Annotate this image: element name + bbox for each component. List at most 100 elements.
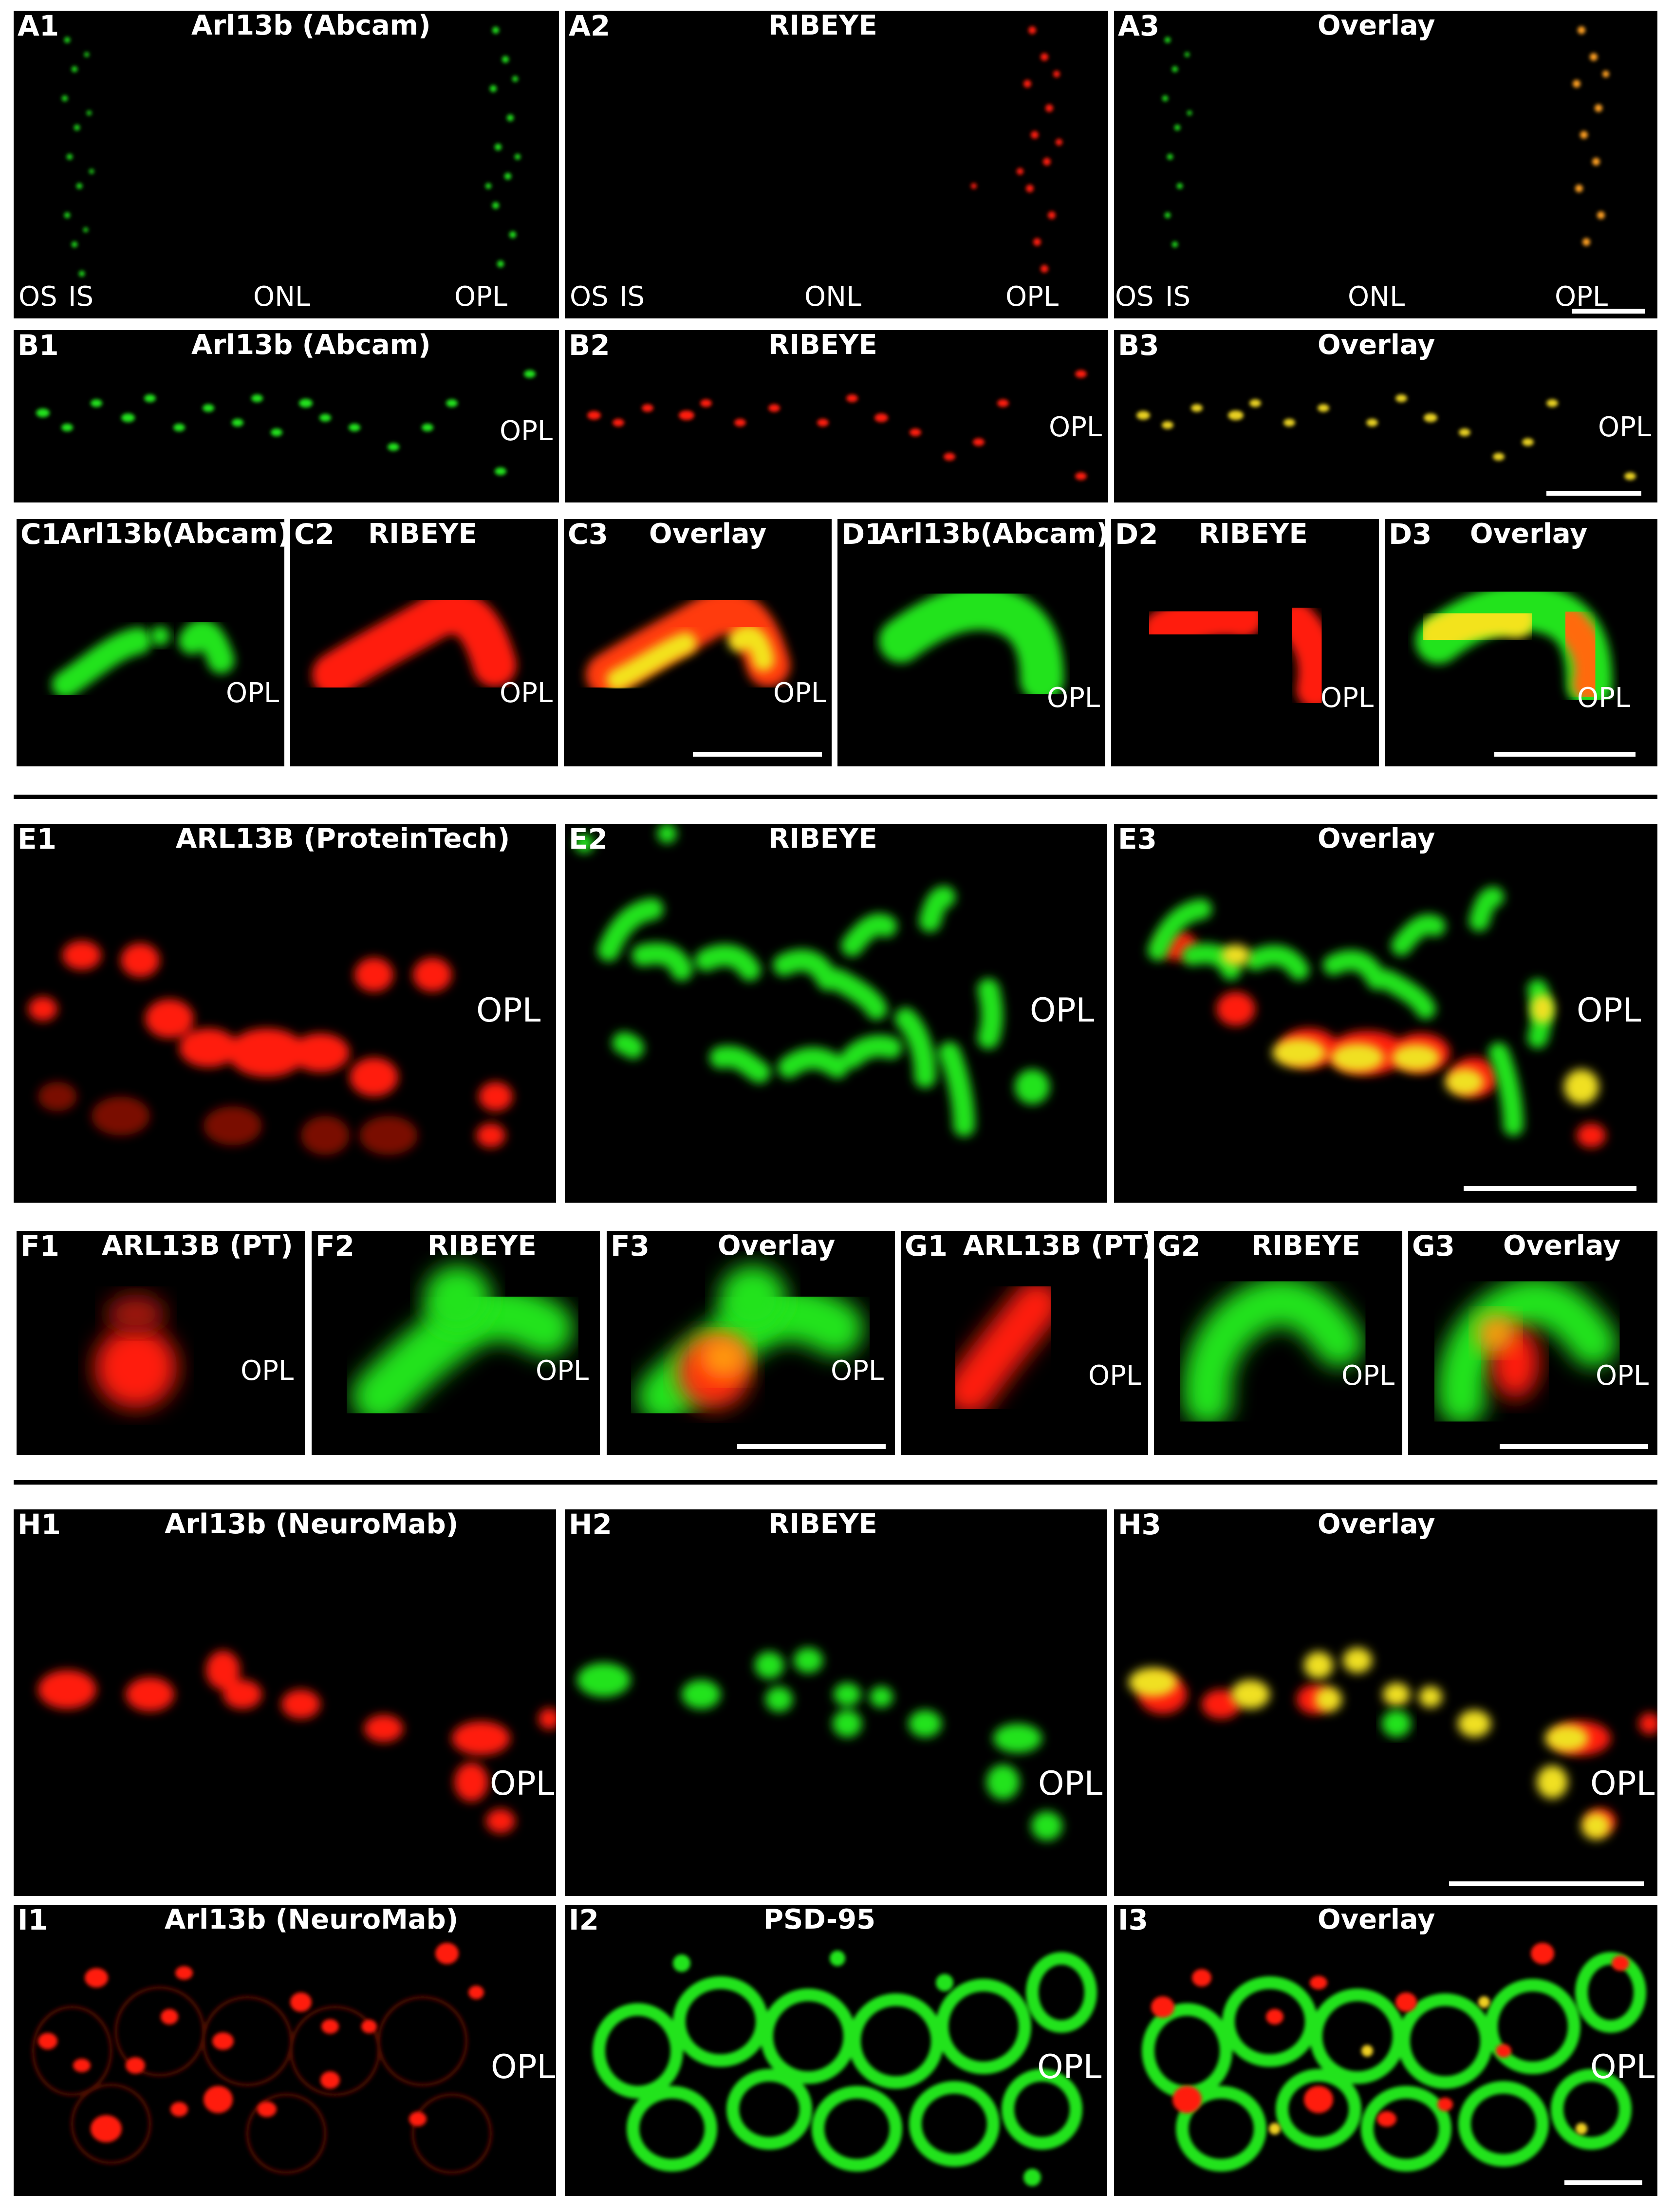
region-label-opl: OPL bbox=[1049, 411, 1102, 443]
region-label-opl: OPL bbox=[1341, 1360, 1395, 1392]
micrograph-h1 bbox=[38, 1651, 556, 1833]
panel-b2: B2 RIBEYE OPL bbox=[565, 330, 1108, 502]
micrograph-b2 bbox=[587, 370, 1087, 480]
panel-h2: H2 RIBEYE OPL bbox=[565, 1509, 1107, 1896]
micrograph-g2 bbox=[1182, 1277, 1363, 1426]
micrograph-b3 bbox=[1136, 394, 1636, 480]
section-divider bbox=[14, 795, 1657, 799]
panel-e2: E2 RIBEYE OPL bbox=[565, 824, 1107, 1203]
region-label-opl: OPL bbox=[1320, 682, 1374, 714]
panel-title: Overlay bbox=[1318, 1509, 1435, 1540]
micrograph-a3 bbox=[1162, 26, 1609, 247]
region-label-opl: OPL bbox=[1038, 1765, 1103, 1803]
region-label-opl: OPL bbox=[536, 1355, 589, 1387]
region-label-is: IS bbox=[619, 281, 645, 313]
region-label-opl: OPL bbox=[1555, 281, 1608, 313]
panel-title: Arl13b (NeuroMab) bbox=[165, 1509, 459, 1540]
micrograph-g3 bbox=[1436, 1277, 1617, 1426]
region-label-onl: ONL bbox=[253, 281, 311, 313]
panel-title: RIBEYE bbox=[768, 11, 877, 41]
panel-title: RIBEYE bbox=[1199, 519, 1308, 550]
panel-label: C2 bbox=[294, 519, 335, 551]
panel-label: A2 bbox=[569, 11, 611, 42]
panel-label: H3 bbox=[1118, 1509, 1161, 1541]
panel-title: Arl13b (NeuroMab) bbox=[165, 1905, 459, 1935]
panel-label: I3 bbox=[1118, 1905, 1148, 1936]
region-label-opl: OPL bbox=[1005, 281, 1059, 313]
micrograph-a2 bbox=[971, 26, 1062, 273]
micrograph-i2 bbox=[593, 1951, 1097, 2186]
region-label-opl: OPL bbox=[454, 281, 508, 313]
scale-bar bbox=[1500, 1444, 1648, 1449]
micrograph-d2 bbox=[1143, 593, 1337, 709]
panel-label: F1 bbox=[20, 1231, 59, 1263]
micrograph-d3 bbox=[1415, 584, 1613, 708]
panel-label: C3 bbox=[568, 519, 608, 551]
region-label-is: IS bbox=[1165, 281, 1191, 313]
micrograph-g1 bbox=[945, 1280, 1061, 1416]
region-label-opl: OPL bbox=[1088, 1360, 1142, 1392]
section-divider bbox=[14, 1480, 1657, 1485]
region-label-opl: OPL bbox=[500, 677, 553, 709]
micrograph-i1 bbox=[32, 1943, 492, 2174]
region-label-onl: ONL bbox=[804, 281, 862, 313]
panel-title: Overlay bbox=[718, 1231, 836, 1262]
panel-f2: F2 RIBEYE OPL bbox=[312, 1231, 600, 1455]
scale-bar bbox=[1494, 752, 1636, 757]
micrograph-a1 bbox=[62, 27, 520, 277]
panel-label: B3 bbox=[1118, 330, 1159, 362]
region-label-opl: OPL bbox=[1577, 682, 1631, 714]
region-label-onl: ONL bbox=[1348, 281, 1405, 313]
scale-bar bbox=[693, 752, 822, 757]
region-label-opl: OPL bbox=[490, 1765, 555, 1803]
panel-label: F2 bbox=[316, 1231, 354, 1263]
region-label-os: OS bbox=[570, 281, 609, 313]
panel-c3: C3 Overlay OPL bbox=[564, 519, 832, 766]
panel-label: C1 bbox=[20, 519, 61, 551]
micrograph-i3 bbox=[1142, 1943, 1646, 2172]
panel-title: Arl13b(Abcam) bbox=[60, 519, 284, 550]
region-label-opl: OPL bbox=[1047, 682, 1100, 714]
micrograph-c1 bbox=[52, 619, 235, 698]
scale-bar bbox=[737, 1444, 886, 1449]
panel-label: G2 bbox=[1158, 1231, 1201, 1263]
micrograph-c3 bbox=[586, 591, 790, 697]
panel-label: A3 bbox=[1118, 11, 1160, 42]
micrograph-c2 bbox=[312, 591, 517, 697]
panel-title: Arl13b(Abcam) bbox=[879, 519, 1105, 550]
micrograph-f2 bbox=[352, 1265, 574, 1425]
panel-label: B2 bbox=[569, 330, 610, 362]
panel-c1: C1 Arl13b(Abcam) OPL bbox=[17, 519, 284, 766]
micrograph-b1 bbox=[36, 370, 536, 475]
panel-i2: I2 PSD-95 OPL bbox=[565, 1905, 1107, 2196]
panel-label: B1 bbox=[18, 330, 59, 362]
scale-bar bbox=[1546, 491, 1641, 496]
panel-b3: B3 Overlay OPL bbox=[1114, 330, 1657, 502]
panel-label: I2 bbox=[569, 1905, 599, 1936]
panel-title: RIBEYE bbox=[768, 330, 877, 361]
region-label-opl: OPL bbox=[1596, 1360, 1649, 1392]
panel-title: Arl13b (Abcam) bbox=[191, 330, 431, 361]
panel-label: F3 bbox=[611, 1231, 650, 1263]
panel-label: E1 bbox=[18, 824, 56, 855]
panel-e3: E3 Overlay OPL bbox=[1114, 824, 1657, 1203]
panel-h1: H1 Arl13b (NeuroMab) OPL bbox=[14, 1509, 556, 1896]
panel-g2: G2 RIBEYE OPL bbox=[1154, 1231, 1402, 1455]
panel-c2: C2 RIBEYE OPL bbox=[290, 519, 558, 766]
panel-d2: D2 RIBEYE OPL bbox=[1111, 519, 1379, 766]
panel-title: Overlay bbox=[1503, 1231, 1621, 1262]
panel-label: I1 bbox=[18, 1905, 48, 1936]
micrograph-e3 bbox=[1148, 887, 1606, 1148]
micrograph-f3 bbox=[637, 1265, 864, 1425]
panel-a1: A1 Arl13b (Abcam) OS IS ONL OPL bbox=[14, 11, 559, 318]
panel-title: Overlay bbox=[1318, 11, 1435, 41]
micrograph-f1 bbox=[94, 1294, 177, 1409]
region-label-opl: OPL bbox=[491, 2048, 556, 2086]
region-label-is: IS bbox=[68, 281, 94, 313]
panel-title: RIBEYE bbox=[768, 1509, 877, 1540]
region-label-opl: OPL bbox=[1590, 1765, 1655, 1803]
panel-label: G3 bbox=[1412, 1231, 1455, 1263]
region-label-opl: OPL bbox=[1030, 991, 1095, 1030]
panel-label: H2 bbox=[569, 1509, 612, 1541]
panel-a3: A3 Overlay OS IS ONL OPL bbox=[1114, 11, 1657, 318]
